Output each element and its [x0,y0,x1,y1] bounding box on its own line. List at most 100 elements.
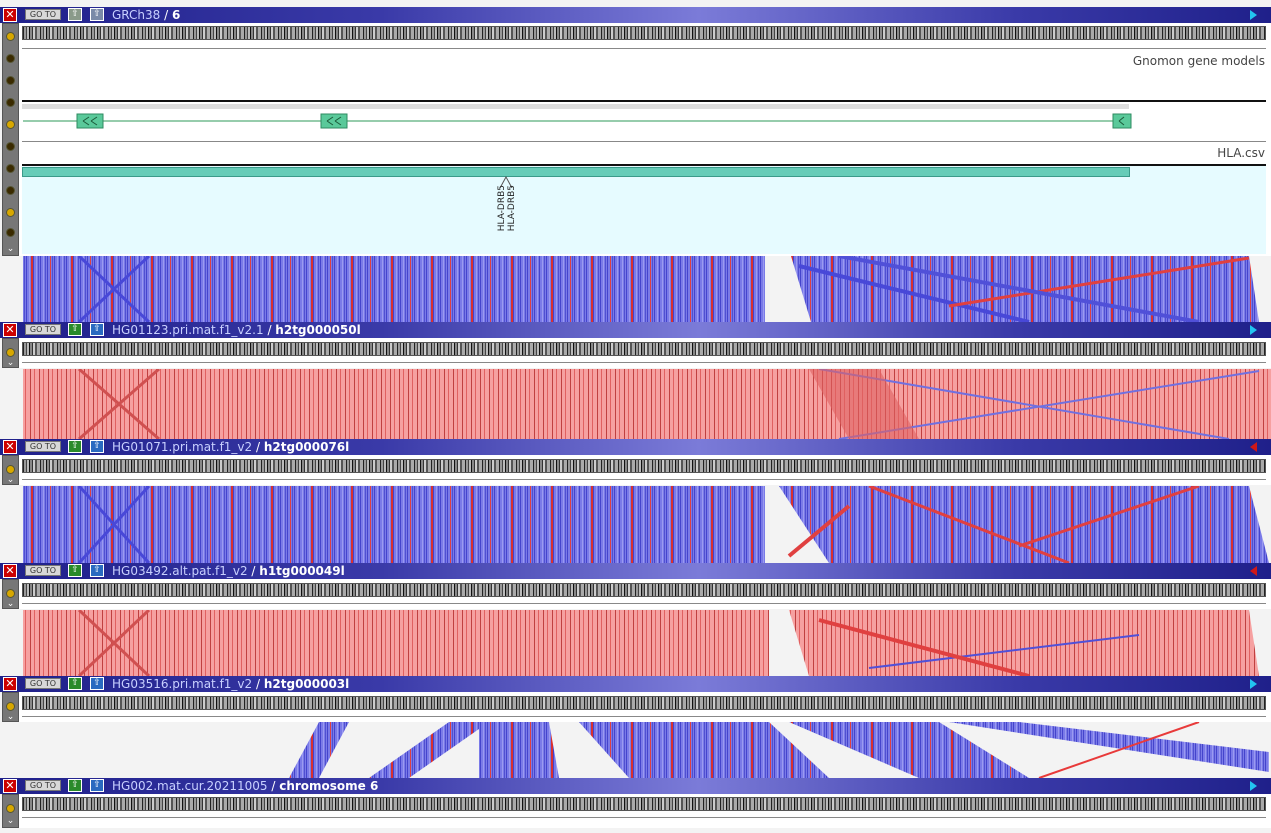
move-up-blue-icon[interactable]: ⇧ [90,677,104,690]
move-up-green-icon[interactable]: ⇧ [68,779,82,792]
close-icon[interactable]: ✕ [3,8,17,22]
move-up-blue-icon[interactable]: ⇧ [90,779,104,792]
sequence-ruler[interactable] [22,583,1266,597]
chevron-down-icon[interactable]: ⌄ [6,599,15,609]
track-sidebar: ⌄ [2,692,19,722]
track-toggle-icon[interactable] [6,32,15,41]
assembly-name: HG03516.pri.mat.f1_v2 [112,677,253,691]
strand-arrow-icon [326,116,342,126]
synteny-band [23,610,1259,676]
track-toggle-icon[interactable] [6,76,15,85]
track-sidebar: ⌄ [2,579,19,609]
chevron-down-icon[interactable]: ⌄ [6,712,15,722]
move-up-blue-icon[interactable]: ⇧ [90,440,104,453]
move-up-green-icon[interactable]: ⇧ [68,677,82,690]
synteny-band [289,722,1269,778]
direction-right-icon[interactable] [1250,679,1257,689]
chevron-down-icon[interactable]: ⌄ [6,358,15,368]
track-title: HG03492.alt.pat.f1_v2 / h1tg000049l [112,563,345,579]
goto-button[interactable]: GO TO [25,780,61,791]
move-up-blue-icon[interactable]: ⇧ [90,8,104,21]
close-icon[interactable]: ✕ [3,440,17,454]
track-header: ✕ GO TO ⇧ ⇧ HG03516.pri.mat.f1_v2 / h2tg… [0,676,1271,692]
exon-box [76,113,104,129]
track-header: ✕ GO TO ⇧ ⇧ HG002.mat.cur.20211005 / chr… [0,778,1271,794]
goto-button[interactable]: GO TO [25,678,61,689]
track-toggle-icon[interactable] [6,228,15,237]
title-separator: / [252,440,264,454]
goto-button[interactable]: GO TO [25,9,61,20]
track-toggle-icon[interactable] [6,208,15,217]
track-header: ✕ GO TO ⇧ ⇧ HG01123.pri.mat.f1_v2.1 / h2… [0,322,1271,338]
close-icon[interactable]: ✕ [3,323,17,337]
exon-box [320,113,348,129]
csv-feature-bar[interactable] [22,167,1130,177]
track-toggle-icon[interactable] [6,120,15,129]
track-sidebar: ⌄ [2,338,19,368]
gene-models-track [23,113,1132,129]
track-toggle-icon[interactable] [6,142,15,151]
track-toggle-icon[interactable] [6,804,15,813]
track-toggle-icon[interactable] [6,348,15,357]
title-separator: / [267,779,280,793]
sequence-ruler[interactable] [22,26,1266,40]
divider [22,479,1266,480]
move-up-green-icon[interactable]: ⇧ [68,8,82,21]
goto-button[interactable]: GO TO [25,565,61,576]
track-title: HG002.mat.cur.20211005 / chromosome 6 [112,778,378,794]
strand-arrow-icon [1118,116,1125,126]
track-title: HG03516.pri.mat.f1_v2 / h2tg000003l [112,676,349,692]
gene-models-label: Gnomon gene models [1132,54,1265,68]
assembly-name: HG03492.alt.pat.f1_v2 [112,564,248,578]
move-up-green-icon[interactable]: ⇧ [68,323,82,336]
move-up-blue-icon[interactable]: ⇧ [90,564,104,577]
track-title: HG01123.pri.mat.f1_v2.1 / h2tg000050l [112,322,361,338]
title-separator: / [252,677,264,691]
goto-button[interactable]: GO TO [25,324,61,335]
track-header: ✕ GO TO ⇧ ⇧ HG01071.pri.mat.f1_v2 / h2tg… [0,439,1271,455]
sequence-ruler[interactable] [22,342,1266,356]
track-toggle-icon[interactable] [6,54,15,63]
track-divider [22,100,1266,102]
move-up-green-icon[interactable]: ⇧ [68,440,82,453]
track-sidebar: ⌄ [2,794,19,828]
assembly-name: GRCh38 [112,8,161,22]
chevron-down-icon[interactable]: ⌄ [6,816,15,826]
track-toggle-icon[interactable] [6,186,15,195]
track-toggle-icon[interactable] [6,465,15,474]
track-toggle-icon[interactable] [6,589,15,598]
move-up-blue-icon[interactable]: ⇧ [90,323,104,336]
close-icon[interactable]: ✕ [3,564,17,578]
csv-track-area [22,166,1266,254]
divider [22,817,1266,818]
track-toggle-icon[interactable] [6,98,15,107]
synteny-band [23,369,1271,439]
move-up-green-icon[interactable]: ⇧ [68,564,82,577]
track-sidebar: ⌄ [2,23,19,256]
track-header-grch38: ✕ GO TO ⇧ ⇧ GRCh38 / 6 [0,7,1271,23]
strand-arrow-icon [82,116,98,126]
close-icon[interactable]: ✕ [3,779,17,793]
goto-button[interactable]: GO TO [25,441,61,452]
sequence-ruler[interactable] [22,797,1266,811]
direction-left-icon[interactable] [1250,566,1257,576]
track-title: GRCh38 / 6 [112,7,180,23]
direction-left-icon[interactable] [1250,442,1257,452]
sequence-ruler[interactable] [22,459,1266,473]
close-icon[interactable]: ✕ [3,677,17,691]
track-title: HG01071.pri.mat.f1_v2 / h2tg000076l [112,439,349,455]
gene-span-bar [22,104,1129,109]
track-toggle-icon[interactable] [6,702,15,711]
csv-track-label: HLA.csv [1217,146,1265,160]
divider [22,141,1266,142]
chevron-down-icon[interactable]: ⌄ [6,244,15,254]
direction-right-icon[interactable] [1250,325,1257,335]
direction-right-icon[interactable] [1250,10,1257,20]
track-toggle-icon[interactable] [6,164,15,173]
divider [22,48,1266,49]
direction-right-icon[interactable] [1250,781,1257,791]
chevron-down-icon[interactable]: ⌄ [6,475,15,485]
track-header: ✕ GO TO ⇧ ⇧ HG03492.alt.pat.f1_v2 / h1tg… [0,563,1271,579]
sequence-ruler[interactable] [22,696,1266,710]
divider [22,362,1266,363]
